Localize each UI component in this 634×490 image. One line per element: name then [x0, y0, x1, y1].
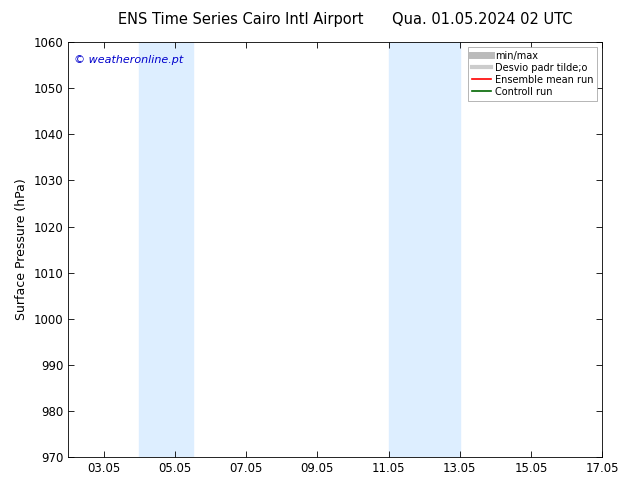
- Bar: [389, 42, 460, 457]
- Bar: [139, 42, 193, 457]
- Text: Qua. 01.05.2024 02 UTC: Qua. 01.05.2024 02 UTC: [392, 12, 572, 27]
- Y-axis label: Surface Pressure (hPa): Surface Pressure (hPa): [15, 179, 28, 320]
- Text: © weatheronline.pt: © weatheronline.pt: [74, 54, 183, 65]
- Text: ENS Time Series Cairo Intl Airport: ENS Time Series Cairo Intl Airport: [118, 12, 364, 27]
- Legend: min/max, Desvio padr tilde;o, Ensemble mean run, Controll run: min/max, Desvio padr tilde;o, Ensemble m…: [468, 47, 597, 100]
